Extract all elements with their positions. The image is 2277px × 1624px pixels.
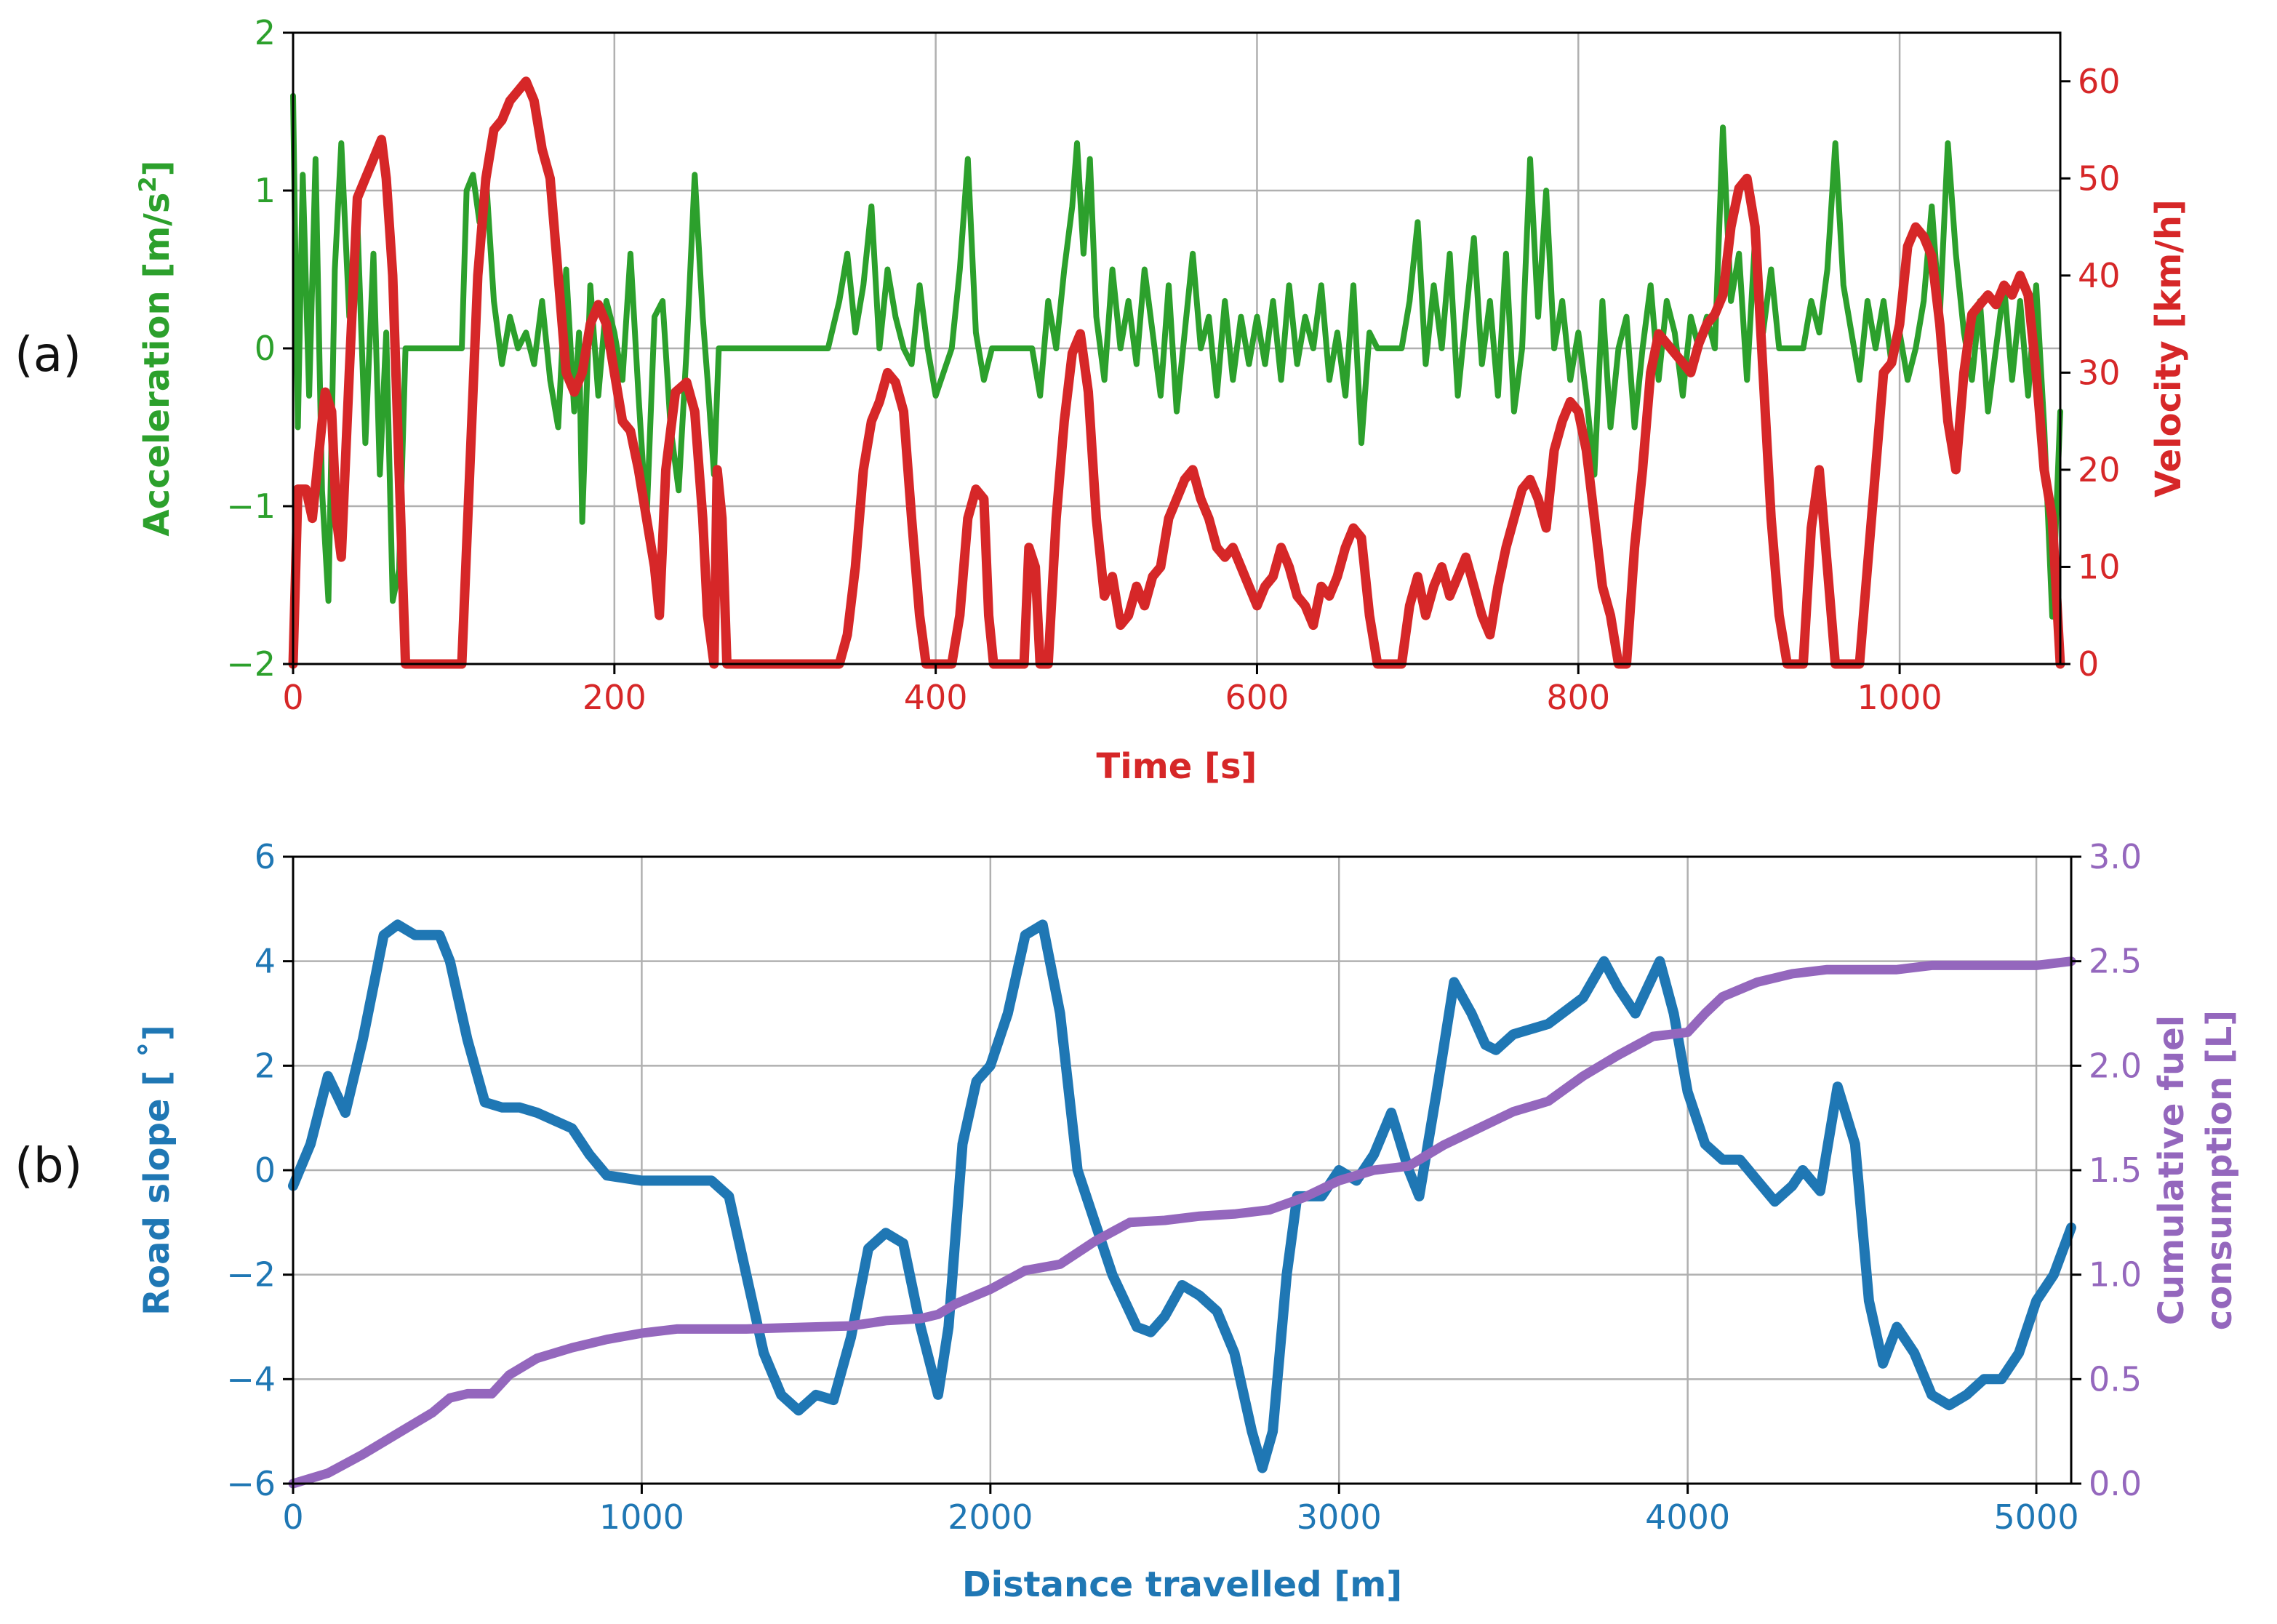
chart-b-ytick-right-label-6: 3.0	[2089, 837, 2142, 876]
chart-b-ytick-right-label-0: 0.0	[2089, 1464, 2142, 1503]
chart-a-ytick-right-label-0: 0	[2078, 644, 2099, 684]
chart-b-right-ticks: 0.0 0.5 1.0 1.5 2.0 2.5 3.0	[2071, 837, 2142, 1503]
chart-b-ytick-left-label-4: 2	[255, 1046, 276, 1085]
chart-a-ytick-right-label-3: 30	[2078, 353, 2121, 392]
panel-label-a: (a)	[15, 327, 81, 383]
chart-a-line-acceleration	[290, 92, 2063, 620]
chart-b-xlabel: Distance travelled [m]	[962, 1564, 1402, 1605]
panel-label-b: (b)	[15, 1137, 82, 1193]
chart-a-ytick-left-label-4: 2	[255, 13, 276, 52]
chart-a-ytick-left-label-0: −2	[226, 644, 276, 684]
chart-b-ytick-left-label-1: −4	[226, 1359, 276, 1399]
chart-b-ytick-right-label-1: 0.5	[2089, 1359, 2142, 1399]
chart-b-xtick-label-2: 2000	[948, 1497, 1033, 1537]
chart-a-xtick-label-0: 0	[282, 678, 303, 717]
chart-b-xtick-label-3: 3000	[1297, 1497, 1382, 1537]
chart-a-ytick-right-label-5: 50	[2078, 159, 2121, 198]
chart-a-series-velocity	[288, 76, 2065, 669]
chart-b-line-cumulative-fuel-consumption	[288, 956, 2076, 1489]
chart-b-series-road-slope	[288, 919, 2076, 1473]
chart-b-ytick-left-label-5: 4	[255, 942, 276, 981]
chart-b-ytick-left-label-2: −2	[226, 1255, 276, 1295]
chart-b-ylabel-left: Road slope [ ˚]	[137, 1025, 177, 1316]
chart-b-ytick-right-label-3: 1.5	[2089, 1151, 2142, 1190]
chart-a-left-ticks: −2 −1 0 1 2	[226, 13, 293, 684]
chart-b-ytick-right-label-2: 1.0	[2089, 1255, 2142, 1295]
chart-b-left-ticks: −6 −4 −2 0 2 4 6	[226, 837, 293, 1503]
chart-a-xtick-label-1: 200	[583, 678, 647, 717]
chart-b-ylabel-right: Cumulative fuel consumption [L]	[2151, 1010, 2240, 1330]
chart-a-series-acceleration	[290, 92, 2063, 620]
chart-b: 0 1000 2000 3000 4000 5000 −6 −4 −2 0 2 4 6 0.0 0.5 1…	[137, 837, 2240, 1605]
chart-b-ytick-right-label-5: 2.5	[2089, 942, 2142, 981]
chart-a-ylabel-left-main: Acceleration [m/s	[137, 193, 177, 537]
chart-b-x-ticks: 0 1000 2000 3000 4000 5000	[282, 1484, 2079, 1537]
chart-a-xtick-label-4: 800	[1546, 678, 1610, 717]
chart-a-ytick-left-label-2: 0	[255, 329, 276, 368]
chart-a-x-ticks: 0 200 400 600 800 1000	[282, 664, 1942, 717]
chart-b-xtick-label-5: 5000	[1994, 1497, 2079, 1537]
chart-b-xtick-label-1: 1000	[599, 1497, 684, 1537]
chart-a-ytick-right-label-6: 60	[2078, 62, 2121, 101]
chart-a-ylabel-left-sup: 2	[134, 176, 161, 192]
chart-a-ytick-right-label-4: 40	[2078, 256, 2121, 295]
chart-a-xtick-label-5: 1000	[1857, 678, 1942, 717]
chart-b-ylabel-right-line-2: consumption [L]	[2199, 1010, 2240, 1330]
chart-b-line-road-slope	[288, 919, 2076, 1473]
chart-a-ylabel-left-close: ]	[137, 160, 177, 176]
chart-a-ytick-left-label-3: 1	[255, 171, 276, 210]
chart-b-ytick-left-label-6: 6	[255, 837, 276, 876]
chart-a-xtick-label-3: 600	[1225, 678, 1289, 717]
chart-b-xtick-label-0: 0	[282, 1497, 303, 1537]
chart-b-ytick-left-label-0: −6	[226, 1464, 276, 1503]
chart-a-ytick-right-label-1: 10	[2078, 547, 2121, 586]
chart-b-series-fuel	[288, 956, 2076, 1489]
chart-b-xtick-label-4: 4000	[1645, 1497, 1730, 1537]
chart-a-ytick-right-label-2: 20	[2078, 450, 2121, 489]
chart-a-right-ticks: 0 10 20 30 40 50 60	[2060, 62, 2121, 684]
chart-a-ytick-left-label-1: −1	[226, 487, 276, 526]
chart-b-ytick-left-label-3: 0	[255, 1151, 276, 1190]
chart-a-xlabel: Time [s]	[1097, 746, 1257, 787]
chart-a-ylabel-left: Acceleration [m/s2]	[134, 160, 177, 536]
chart-a-ylabel-right: Velocity [km/h]	[2148, 199, 2189, 497]
chart-b-ytick-right-label-4: 2.0	[2089, 1046, 2142, 1085]
chart-a-line-velocity	[288, 76, 2065, 669]
chart-a-xtick-label-2: 400	[904, 678, 968, 717]
chart-b-ylabel-right-line-1: Cumulative fuel	[2151, 1015, 2192, 1325]
